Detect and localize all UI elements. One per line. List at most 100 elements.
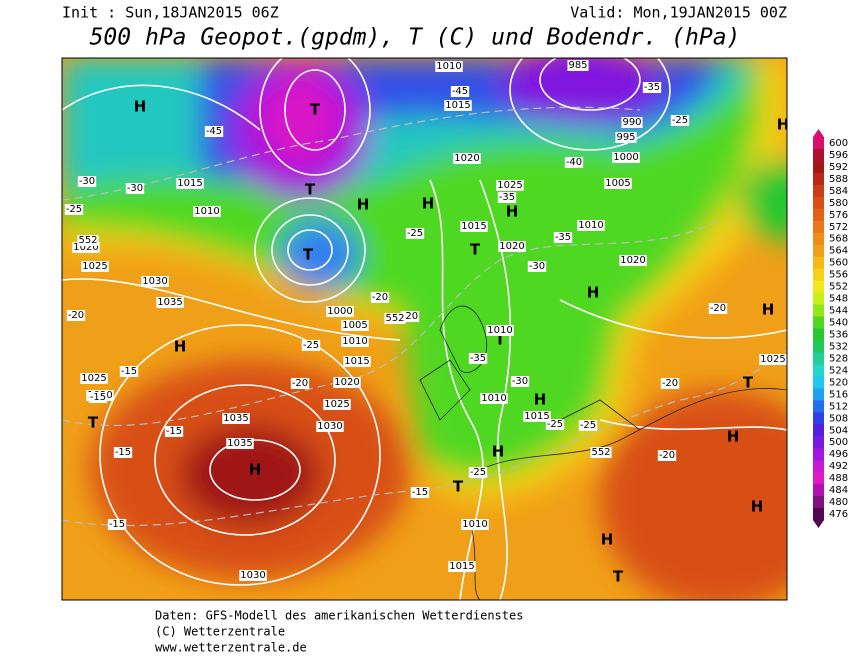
- contour-label-text: -30: [79, 176, 95, 187]
- contour-label-text: 1000: [327, 306, 352, 317]
- contour-label-text: -20: [372, 292, 388, 303]
- label-box: [460, 221, 488, 232]
- contour-label-text: 1035: [157, 297, 182, 308]
- legend-swatch: [813, 496, 824, 509]
- contour-label: 1010: [461, 519, 489, 530]
- contour-label-text: -30: [127, 183, 143, 194]
- pressure-center: H: [762, 301, 775, 319]
- label-box: [164, 426, 184, 437]
- contour-label: 1010: [480, 393, 508, 404]
- label-box: [577, 220, 605, 231]
- contour-label-text: 1030: [317, 421, 342, 432]
- contour-label-text: -25: [66, 204, 82, 215]
- map-labels: H H H T T T H H H T H T H H T H T H T H H T H 1010 1015 1020 1025 1…: [64, 60, 787, 586]
- legend-label: 488: [829, 473, 848, 484]
- init-time: Init : Sun,18JAN2015 06Z: [62, 4, 279, 22]
- label-box: [77, 235, 99, 246]
- label-box: [670, 115, 690, 126]
- contour-label: -40: [564, 157, 584, 168]
- isotherms: [62, 106, 787, 527]
- legend-label: 512: [829, 401, 848, 412]
- pressure-center: H: [357, 196, 370, 214]
- label-box: [341, 320, 369, 331]
- contour-label: 1015: [460, 221, 488, 232]
- legend-label: 600: [829, 138, 848, 149]
- contour-label: -15: [410, 487, 430, 498]
- legend-swatch: [813, 280, 824, 294]
- contour-label: 1015: [176, 178, 204, 189]
- contour-label-text: 1015: [177, 178, 202, 189]
- contour-label-text: 1005: [605, 178, 630, 189]
- label-box: [107, 519, 127, 530]
- label-box: [615, 132, 637, 143]
- contour-label: -20: [400, 311, 420, 322]
- legend-swatch: [813, 148, 824, 162]
- contour-label-text: -15: [166, 426, 182, 437]
- label-box: [64, 204, 84, 215]
- label-box: [326, 306, 354, 317]
- legend-swatch: [813, 137, 824, 150]
- pressure-center: H: [506, 203, 519, 221]
- contour-label: 552: [590, 447, 612, 458]
- legend-swatch: [813, 340, 824, 353]
- legend-swatch: [813, 304, 824, 318]
- contour-label-text: 1015: [344, 356, 369, 367]
- legend-swatch: [813, 448, 824, 461]
- contour-label: -15: [164, 426, 184, 437]
- label-box: [553, 232, 573, 243]
- legend-swatch: [813, 232, 824, 246]
- contour-label-text: 1010: [481, 393, 506, 404]
- contour-label-text: -25: [470, 467, 486, 478]
- label-box: [468, 353, 488, 364]
- contour-label: -15: [113, 447, 133, 458]
- contour-label: 1025: [323, 399, 351, 410]
- contour-label: -25: [64, 204, 84, 215]
- contour-label: -25: [578, 420, 598, 431]
- label-box: [204, 126, 224, 137]
- contour-label: -15: [88, 392, 108, 403]
- label-box: [468, 467, 488, 478]
- legend-label: 588: [829, 174, 848, 185]
- contour-label: -30: [510, 376, 530, 387]
- label-box: [448, 561, 476, 572]
- contour-label-text: 1015: [449, 561, 474, 572]
- label-box: [77, 176, 97, 187]
- legend-swatch: [813, 172, 824, 186]
- contour-label: 995: [615, 132, 637, 143]
- label-box: [642, 82, 662, 93]
- label-box: [461, 519, 489, 530]
- contour-label: -15: [119, 366, 139, 377]
- label-box: [176, 178, 204, 189]
- contour-label-text: -25: [672, 115, 688, 126]
- contour-label-text: 552: [591, 447, 610, 458]
- legend-swatch: [813, 316, 824, 330]
- contour-label-text: 1010: [487, 325, 512, 336]
- legend-swatch: [813, 424, 824, 437]
- label-box: [612, 152, 640, 163]
- contour-label-text: -45: [206, 126, 222, 137]
- contour-label-text: -15: [121, 366, 137, 377]
- contour-label: 1015: [448, 561, 476, 572]
- contour-label: 552: [384, 313, 406, 324]
- label-box: [450, 86, 470, 97]
- label-box: [527, 261, 547, 272]
- contour-label: -20: [708, 303, 728, 314]
- contour-label: 552: [77, 235, 99, 246]
- legend-label: 532: [829, 341, 848, 352]
- pressure-center: H: [249, 461, 262, 479]
- contour-label-text: 1015: [461, 221, 486, 232]
- contour-label-text: 1010: [436, 61, 461, 72]
- contour-label: -20: [657, 450, 677, 461]
- legend-label: 560: [829, 258, 848, 269]
- contour-label: 1025: [80, 373, 108, 384]
- contour-label: 1005: [341, 320, 369, 331]
- contour-label: 1010: [577, 220, 605, 231]
- contour-label: 1005: [604, 178, 632, 189]
- legend-swatch: [813, 256, 824, 270]
- pressure-center: T: [470, 241, 481, 259]
- contour-label: -15: [107, 519, 127, 530]
- pressure-center: H: [492, 443, 505, 461]
- label-box: [343, 356, 371, 367]
- contour-label-text: -25: [407, 228, 423, 239]
